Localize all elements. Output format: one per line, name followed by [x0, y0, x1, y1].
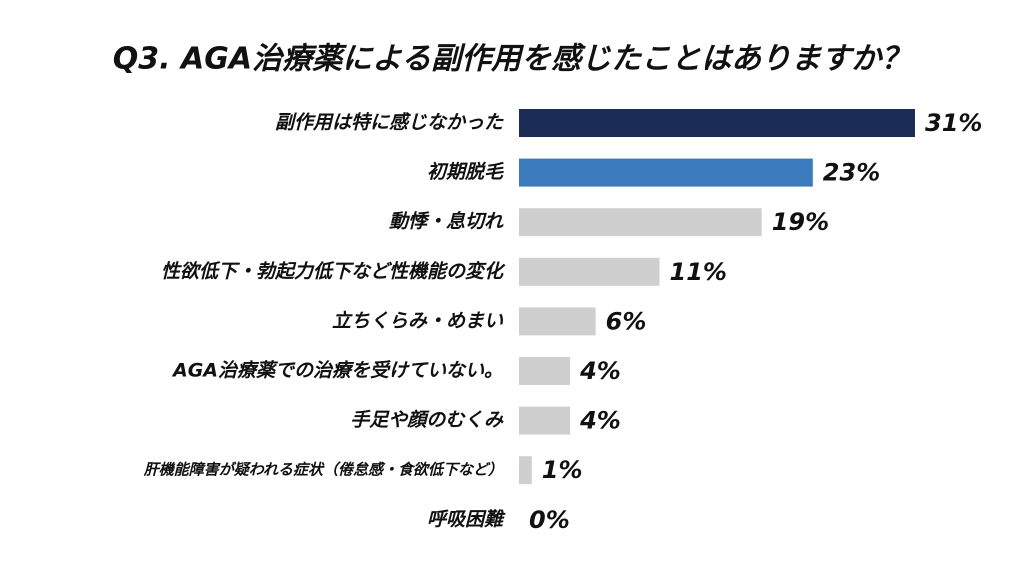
category-label: 副作用は特に感じなかった: [275, 112, 504, 134]
value-label: 0%: [529, 506, 570, 534]
bar: [519, 357, 571, 385]
value-label: 11%: [670, 258, 727, 286]
bar: [519, 456, 532, 485]
category-label: 手足や顔のむくみ: [350, 409, 504, 431]
bar: [519, 307, 596, 336]
bar: [519, 406, 571, 435]
bar: [519, 158, 813, 187]
category-label: 動悸・息切れ: [389, 211, 504, 233]
value-label: 6%: [606, 307, 647, 335]
value-label: 4%: [579, 357, 621, 385]
category-label: 立ちくらみ・めまい: [332, 310, 504, 332]
value-label: 1%: [542, 456, 583, 484]
bar: [519, 109, 915, 137]
category-label: 呼吸困難: [427, 508, 506, 530]
value-label: 31%: [925, 109, 982, 137]
bar: [519, 208, 762, 237]
category-label: AGA治療薬での治療を受けていない。: [171, 360, 503, 382]
bar: [519, 257, 660, 286]
category-label: 性欲低下・勃起力低下など性機能の変化: [161, 260, 506, 282]
value-label: 23%: [823, 159, 880, 187]
value-label: 4%: [579, 407, 621, 435]
chart-title: Q3. AGA治療薬による副作用を感じたことはありますか？: [113, 42, 911, 77]
category-label: 肝機能障害が疑われる症状（倦怠感・食欲低下など）: [143, 461, 503, 479]
category-label: 初期脱毛: [427, 161, 504, 183]
value-label: 19%: [772, 208, 829, 236]
